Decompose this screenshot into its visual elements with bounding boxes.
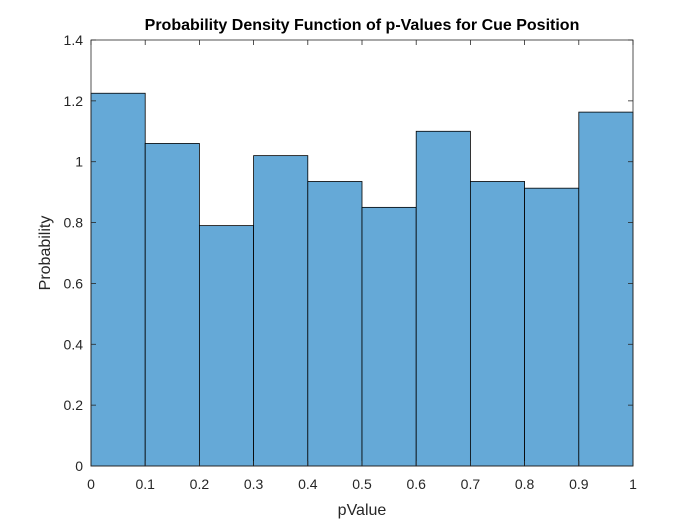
histogram-bar — [524, 187, 580, 467]
x-axis-label: pValue — [338, 502, 387, 519]
x-tick-label: 0.9 — [569, 476, 589, 492]
histogram-bar — [307, 181, 363, 467]
chart-title: Probability Density Function of p-Values… — [145, 17, 580, 34]
x-tick-label: 0.1 — [135, 476, 155, 492]
y-tick-label: 0.4 — [64, 336, 84, 352]
y-tick-label: 0 — [75, 458, 83, 474]
histogram-bar — [361, 206, 417, 467]
y-tick-label: 1 — [75, 154, 83, 170]
histogram-bar — [578, 111, 634, 467]
histogram-bar — [253, 155, 309, 467]
x-tick-label: 0.4 — [298, 476, 318, 492]
y-tick-label: 1.2 — [64, 93, 84, 109]
x-tick-label: 0.6 — [406, 476, 426, 492]
x-tick-label: 0.8 — [515, 476, 535, 492]
y-tick-label: 0.8 — [64, 215, 84, 231]
y-tick-label: 0.2 — [64, 397, 84, 413]
x-tick-label: 0.2 — [190, 476, 210, 492]
x-tick-label: 0.5 — [352, 476, 372, 492]
bars-layer — [90, 92, 634, 467]
x-tick-label: 0.3 — [244, 476, 264, 492]
histogram-bar — [469, 181, 525, 467]
histogram-bar — [415, 130, 471, 467]
y-axis-label: Probability — [37, 216, 54, 291]
y-tick-label: 0.6 — [64, 275, 84, 291]
histogram-bar — [198, 225, 254, 467]
x-tick-label: 0.7 — [461, 476, 481, 492]
x-tick-label: 0 — [87, 476, 95, 492]
histogram-bar — [144, 143, 200, 467]
ticks-layer: 0 0.1 0.2 0.3 0.4 0.5 0.6 0.7 0.8 0.9 1 0 0.2 0.4 0.6 0… — [64, 32, 638, 492]
histogram-bar — [90, 92, 146, 467]
y-tick-label: 1.4 — [64, 32, 84, 48]
x-tick-label: 1 — [629, 476, 637, 492]
